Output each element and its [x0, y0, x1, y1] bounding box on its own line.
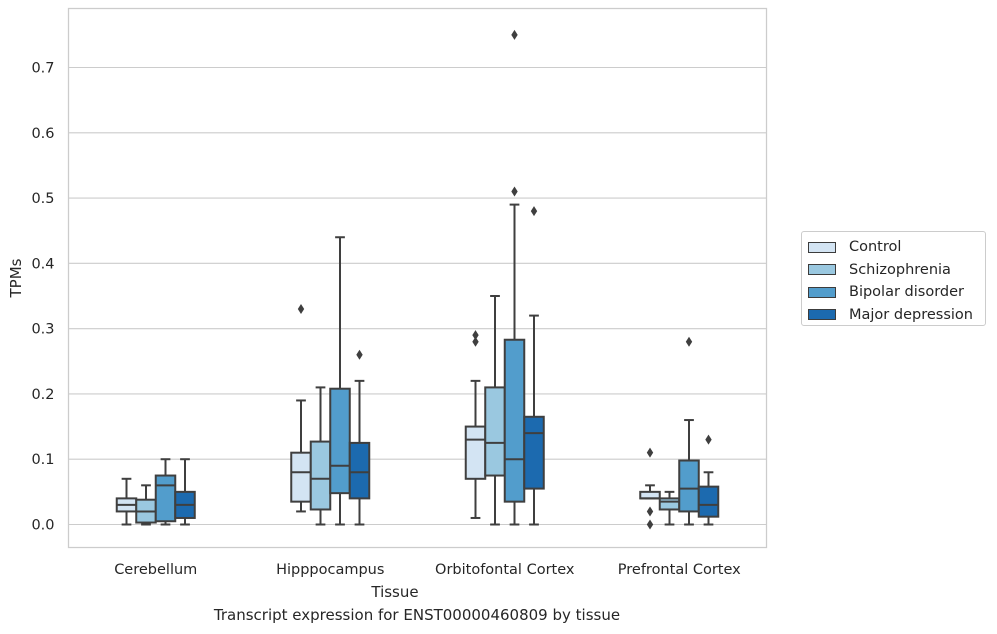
plot-frame — [67, 7, 768, 549]
box-control — [290, 304, 312, 513]
legend-item-bipolar-disorder: Bipolar disorder — [808, 281, 979, 304]
box-control — [464, 330, 487, 519]
legend-swatch-bipolar-disorder — [808, 286, 836, 298]
box-bipolar-disorder — [154, 458, 177, 526]
box-group-cerebellum — [115, 458, 196, 526]
iqr-box — [503, 338, 526, 503]
iqr-box — [309, 440, 332, 511]
box-control — [115, 477, 138, 526]
y-tick-label: 0.3 — [31, 322, 54, 338]
y-tick-label: 0.5 — [31, 191, 54, 207]
box-bipolar-disorder — [503, 29, 526, 526]
outlier-point — [511, 186, 518, 197]
box-major-depression — [348, 349, 371, 526]
x-axis-label: Tissue — [370, 583, 418, 601]
figure-caption: Transcript expression for ENST0000046080… — [213, 606, 621, 624]
x-tick-label: Hipppocampus — [276, 562, 384, 578]
box-schizophrenia — [309, 386, 332, 526]
legend-label-schizophrenia: Schizophrenia — [849, 261, 951, 278]
box-group-hipppocampus — [290, 236, 371, 526]
legend-swatch-major-depression — [808, 309, 836, 321]
y-tick-label: 0.0 — [31, 518, 54, 534]
iqr-box — [523, 415, 545, 490]
outlier-point — [472, 330, 479, 341]
outlier-point — [356, 349, 363, 360]
x-axis: Cerebellum Hipppocampus Orbitofontal Corte… — [114, 562, 741, 578]
iqr-box — [464, 425, 487, 480]
outlier-point — [646, 519, 654, 530]
box-schizophrenia — [484, 295, 506, 526]
y-tick-label: 0.1 — [31, 452, 54, 468]
y-tick-label: 0.7 — [31, 61, 54, 77]
box-major-depression — [523, 206, 545, 526]
outlier-point — [685, 336, 693, 347]
legend-item-control: Control — [808, 236, 979, 259]
iqr-box — [290, 451, 312, 503]
box-group-orbitofontal-cortex — [464, 29, 545, 526]
y-tick-label: 0.4 — [31, 256, 54, 272]
box-schizophrenia — [658, 490, 681, 526]
iqr-box — [329, 387, 351, 495]
y-axis-label: TPMs — [7, 258, 25, 298]
x-tick-label: Orbitofontal Cortex — [435, 562, 575, 578]
box-bipolar-disorder — [678, 336, 700, 526]
y-axis: 0.0 0.1 0.2 0.3 0.4 0.5 0.6 0.7 — [31, 61, 54, 534]
outlier-point — [297, 304, 305, 315]
legend: Control Schizophrenia Bipolar disorder M… — [801, 231, 986, 326]
legend-swatch-control — [808, 241, 836, 253]
outlier-point — [646, 447, 654, 458]
box-schizophrenia — [135, 484, 157, 526]
box-major-depression — [697, 434, 720, 526]
iqr-box — [348, 441, 371, 500]
iqr-box — [484, 386, 506, 477]
iqr-box — [658, 497, 681, 511]
legend-item-major-depression: Major depression — [808, 304, 979, 327]
outlier-point — [705, 434, 712, 445]
legend-item-schizophrenia: Schizophrenia — [808, 259, 979, 282]
x-tick-label: Cerebellum — [114, 562, 197, 578]
box-control — [639, 447, 661, 530]
grid-lines — [68, 66, 767, 526]
legend-label-major-depression: Major depression — [849, 306, 973, 323]
box-major-depression — [174, 458, 196, 526]
outlier-point — [511, 29, 518, 40]
iqr-box — [697, 485, 720, 518]
outlier-point — [472, 336, 479, 347]
outlier-point — [530, 206, 538, 217]
box-groups — [115, 29, 720, 530]
legend-label-control: Control — [849, 239, 902, 256]
box-bipolar-disorder — [329, 236, 351, 526]
legend-label-bipolar-disorder: Bipolar disorder — [849, 284, 964, 301]
legend-swatch-schizophrenia — [808, 264, 836, 276]
x-tick-label: Prefrontal Cortex — [618, 562, 741, 578]
box-group-prefrontal-cortex — [639, 336, 720, 530]
y-tick-label: 0.2 — [31, 387, 54, 403]
outlier-point — [646, 506, 654, 517]
y-tick-label: 0.6 — [31, 126, 54, 142]
iqr-box — [678, 459, 700, 513]
iqr-box — [154, 474, 177, 523]
